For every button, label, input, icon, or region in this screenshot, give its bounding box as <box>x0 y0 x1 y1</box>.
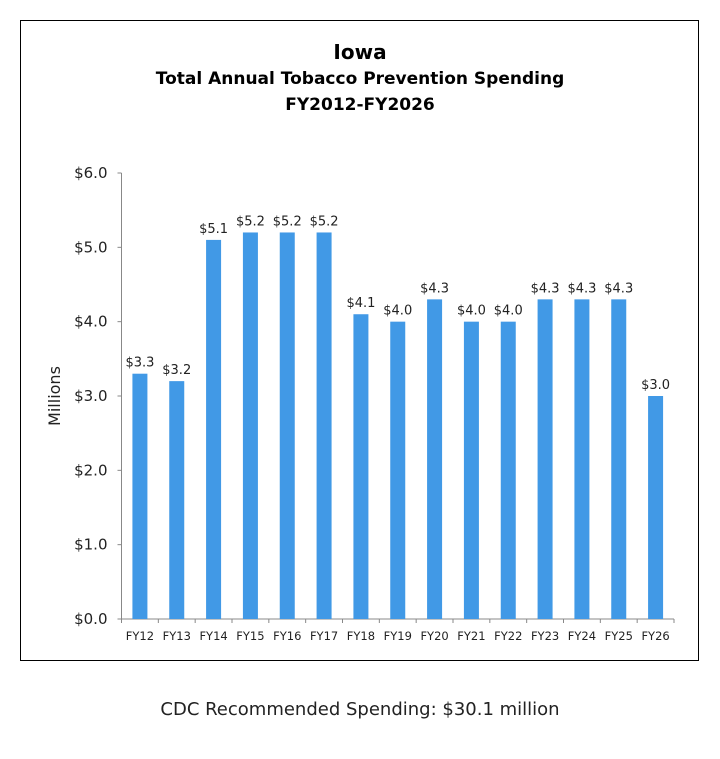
data-label: $4.0 <box>494 304 523 319</box>
x-tick-label: FY15 <box>236 629 264 643</box>
chart-title: Iowa <box>333 40 387 64</box>
bar-fy19 <box>390 321 406 619</box>
y-tick-label: $2.0 <box>74 461 107 479</box>
bar-fy22 <box>500 321 516 619</box>
footnote: CDC Recommended Spending: $30.1 million <box>160 699 560 720</box>
data-label: $4.1 <box>346 296 375 311</box>
bar-fy17 <box>316 232 332 619</box>
bar-fy15 <box>242 232 258 619</box>
bar-fy24 <box>574 299 590 619</box>
bar-fy14 <box>206 239 222 619</box>
data-label: $5.2 <box>273 214 302 229</box>
x-tick-label: FY12 <box>126 629 154 643</box>
bar-fy23 <box>537 299 553 619</box>
bar-fy25 <box>611 299 627 619</box>
data-label: $4.3 <box>567 281 596 296</box>
bar-fy18 <box>353 314 369 619</box>
y-axis-label: Millions <box>45 366 64 426</box>
x-tick-label: FY22 <box>494 629 522 643</box>
chart-subtitle-years: FY2012-FY2026 <box>285 95 435 115</box>
bar-fy13 <box>169 381 185 619</box>
chart-subtitle: Total Annual Tobacco Prevention Spending <box>155 69 565 89</box>
x-tick-label: FY19 <box>384 629 412 643</box>
y-tick-label: $3.0 <box>74 387 107 405</box>
x-tick-label: FY18 <box>347 629 375 643</box>
y-tick-label: $6.0 <box>74 164 107 182</box>
data-label: $5.2 <box>236 214 265 229</box>
bar-fy26 <box>648 396 664 619</box>
data-label: $4.3 <box>604 281 633 296</box>
bar-fy21 <box>463 321 479 619</box>
data-label: $3.2 <box>162 363 191 378</box>
x-tick-label: FY24 <box>568 629 596 643</box>
data-label: $3.3 <box>125 356 154 371</box>
data-label: $3.0 <box>641 378 670 393</box>
y-tick-label: $1.0 <box>74 536 107 554</box>
data-label: $4.0 <box>383 304 412 319</box>
bar-fy20 <box>427 299 443 619</box>
data-label: $4.3 <box>531 281 560 296</box>
bar-fy12 <box>132 373 148 619</box>
x-tick-label: FY23 <box>531 629 559 643</box>
data-label: $4.3 <box>420 281 449 296</box>
bar-fy16 <box>279 232 295 619</box>
data-label: $5.2 <box>310 214 339 229</box>
x-tick-label: FY16 <box>273 629 301 643</box>
x-tick-label: FY25 <box>605 629 633 643</box>
y-tick-label: $0.0 <box>74 610 107 628</box>
y-tick-label: $4.0 <box>74 313 107 331</box>
chart-frame <box>20 20 699 661</box>
x-tick-label: FY13 <box>163 629 191 643</box>
x-tick-label: FY14 <box>199 629 227 643</box>
x-tick-label: FY20 <box>420 629 448 643</box>
data-label: $5.1 <box>199 222 228 237</box>
x-tick-label: FY21 <box>457 629 485 643</box>
data-label: $4.0 <box>457 304 486 319</box>
y-tick-label: $5.0 <box>74 238 107 256</box>
x-tick-label: FY17 <box>310 629 338 643</box>
x-tick-label: FY26 <box>641 629 669 643</box>
